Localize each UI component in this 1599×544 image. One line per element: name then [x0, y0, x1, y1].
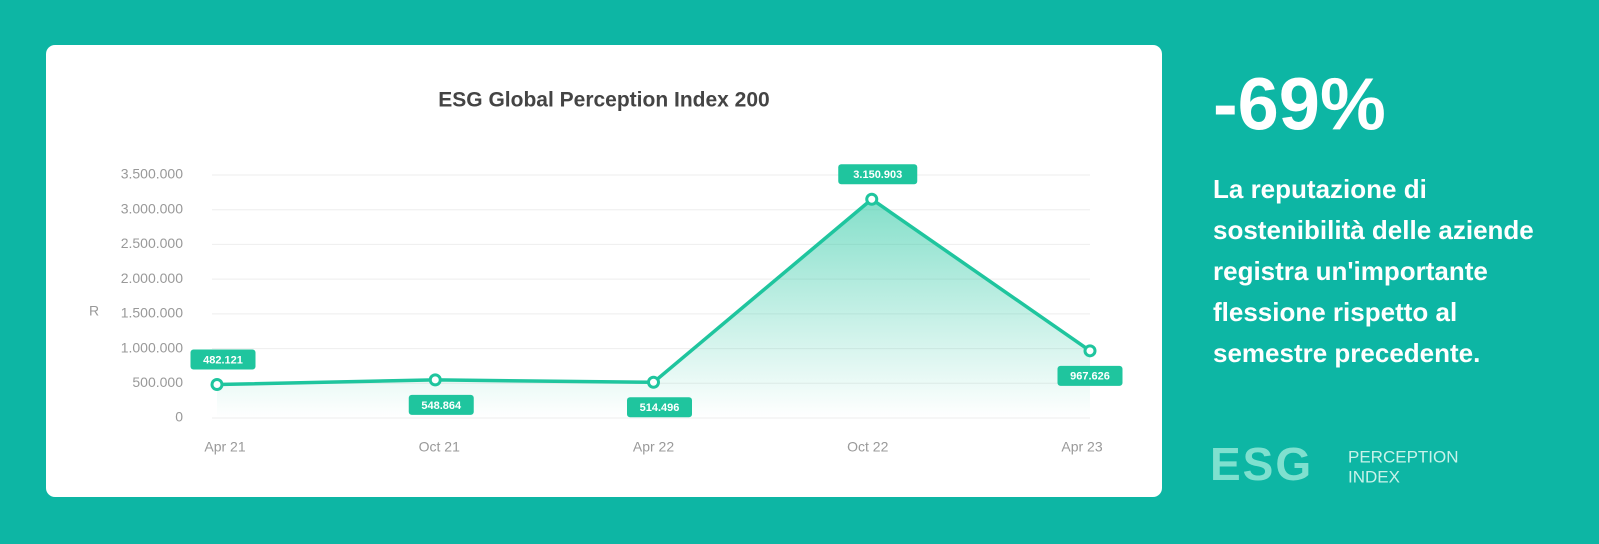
y-tick-label: 2.500.000	[121, 235, 183, 251]
point	[1083, 344, 1097, 358]
y-tick-label: 3.500.000	[121, 166, 183, 182]
logo: ESG PERCEPTION INDEX	[1210, 438, 1459, 490]
x-tick-label: Apr 23	[1061, 439, 1102, 455]
x-tick-label: Oct 21	[419, 439, 460, 455]
y-tick-label: 3.000.000	[121, 200, 183, 216]
data-label-box	[408, 394, 474, 415]
description-line: flessione rispetto al	[1213, 297, 1457, 327]
headline: -69%	[1213, 63, 1386, 146]
description: La reputazione di sostenibilità delle azi…	[1213, 174, 1534, 368]
y-tick-label: 0	[175, 409, 183, 425]
logo-line: PERCEPTION	[1348, 447, 1459, 466]
point	[428, 373, 442, 387]
point	[865, 192, 879, 206]
data-label-box	[1057, 365, 1123, 386]
data-label: 967.626	[1070, 371, 1110, 383]
x-tick-label: Apr 22	[633, 439, 674, 455]
data-label: 3.150.903	[853, 169, 902, 181]
y-tick-label: 2.000.000	[121, 270, 183, 286]
plot: 0 500.000 1.000.000 1.500.000 2.000.000 2.500…	[121, 164, 1123, 455]
logo-mark: ESG	[1210, 438, 1313, 490]
data-label-box	[838, 164, 918, 185]
data-label-box	[190, 349, 256, 370]
description-line: La reputazione di	[1213, 174, 1427, 204]
y-tick-label: 500.000	[132, 374, 183, 390]
card	[46, 45, 1162, 497]
y-tick-label: 1.500.000	[121, 305, 183, 321]
description-line: sostenibilità delle aziende	[1213, 215, 1534, 245]
data-label: 482.121	[203, 354, 243, 366]
logo-line: INDEX	[1348, 467, 1400, 486]
point	[210, 378, 224, 392]
area	[217, 199, 1090, 418]
y-tick-label: 1.000.000	[121, 339, 183, 355]
x-tick-label: Apr 21	[204, 439, 245, 455]
data-label-box	[627, 397, 692, 418]
point	[647, 375, 660, 389]
data-label: 514.496	[640, 402, 680, 414]
chart-title: ESG Global Perception Index 200	[438, 89, 769, 112]
y-axis-label: R	[89, 303, 99, 319]
description-line: semestre precedente.	[1213, 338, 1480, 368]
x-tick-label: Oct 22	[847, 439, 888, 455]
data-label: 548.864	[421, 400, 462, 412]
description-line: registra un'importante	[1213, 256, 1488, 286]
